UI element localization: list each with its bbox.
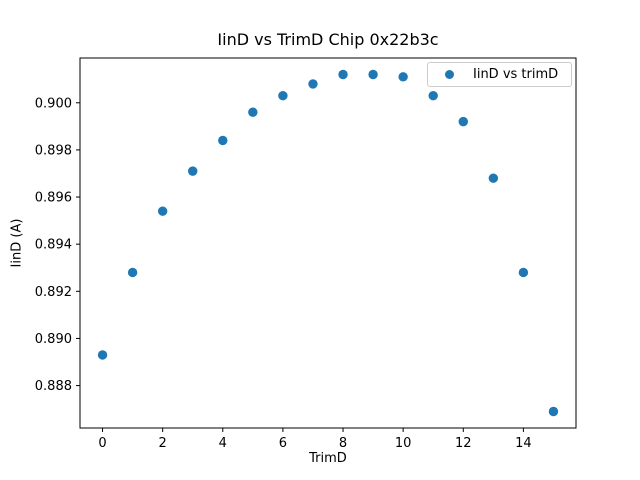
data-point [188, 166, 198, 176]
legend-label: IinD vs trimD [473, 67, 559, 82]
x-tick-label: 14 [515, 436, 532, 451]
x-tick-label: 4 [219, 436, 227, 451]
y-tick-label: 0.888 [35, 379, 72, 394]
data-point [428, 91, 438, 101]
y-tick-label: 0.898 [35, 143, 72, 158]
data-point [368, 69, 378, 80]
data-point [127, 267, 138, 278]
x-tick-label: 0 [98, 436, 106, 451]
data-point [278, 91, 288, 101]
chart-title: IinD vs TrimD Chip 0x22b3c [217, 30, 439, 49]
y-tick-label: 0.892 [35, 285, 72, 300]
y-tick-label: 0.894 [35, 238, 72, 253]
data-point [548, 406, 559, 417]
x-axis-label: TrimD [309, 451, 347, 466]
data-point [458, 116, 468, 127]
data-point [518, 267, 529, 278]
data-point [308, 79, 318, 89]
legend-marker-dot-icon [445, 70, 454, 79]
data-point [398, 72, 408, 82]
y-tick-label: 0.890 [35, 332, 72, 347]
data-point [488, 173, 499, 183]
y-tick-label: 0.900 [35, 96, 72, 111]
x-tick-label: 2 [159, 436, 167, 451]
data-point [248, 107, 258, 117]
data-point [157, 206, 168, 216]
y-axis-label: IinD (A) [9, 218, 25, 268]
legend: IinD vs trimD [427, 62, 572, 87]
data-point [218, 135, 228, 146]
x-tick-label: 8 [339, 436, 347, 451]
data-point [97, 350, 108, 360]
x-tick-label: 6 [279, 436, 287, 451]
x-tick-label: 12 [455, 436, 472, 451]
data-point [338, 69, 348, 80]
plot-frame [79, 57, 577, 429]
x-tick-label: 10 [395, 436, 412, 451]
y-tick-label: 0.896 [35, 191, 72, 206]
